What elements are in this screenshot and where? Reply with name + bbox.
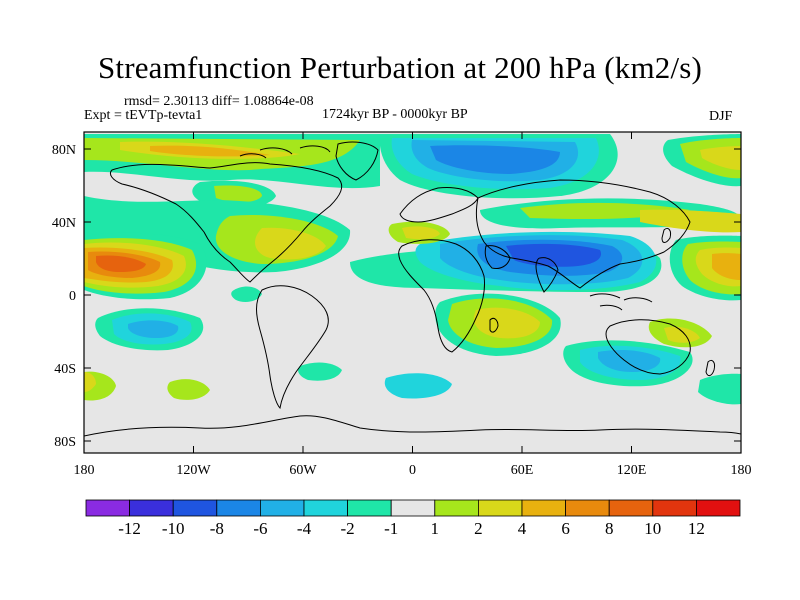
- colorbar-label: 6: [561, 519, 570, 538]
- colorbar-label: 10: [644, 519, 661, 538]
- contour-spacific-light: [128, 320, 179, 338]
- latitude-axis: 80N 40N 0 40S 80S: [52, 143, 741, 450]
- contour-equator-green: [231, 286, 262, 302]
- lon-label-120e: 120E: [617, 463, 647, 478]
- coast-south-america: [256, 285, 329, 410]
- contour-southern-green-1: [298, 362, 342, 381]
- contour-southern-lime-2: [167, 379, 210, 400]
- contour-southern-cyan-1: [384, 373, 452, 399]
- colorbar-label: 2: [474, 519, 483, 538]
- coast-arabia: [484, 245, 511, 269]
- contour-pacific-red: [96, 255, 146, 272]
- coast-antarctica: [84, 415, 741, 437]
- colorbar-swatch: [390, 499, 436, 517]
- experiment-label: Expt = tEVTp-tevta1: [84, 108, 203, 123]
- colorbar-swatch: [347, 499, 392, 517]
- colorbar-label: -6: [253, 519, 267, 538]
- colorbar-label: -12: [118, 519, 141, 538]
- rmsd-stats: rmsd= 2.30113 diff= 1.08864e-08: [124, 94, 314, 109]
- colorbar-label: 1: [431, 519, 440, 538]
- lon-label-0: 0: [409, 463, 416, 478]
- colorbar-swatch: [521, 499, 566, 517]
- contour-australia-light: [598, 350, 661, 372]
- lat-label-40s: 40S: [54, 362, 76, 377]
- coastlines: [84, 141, 741, 437]
- map-title: Streamfunction Perturbation at 200 hPa (…: [97, 50, 703, 85]
- colorbar-swatch: [565, 499, 610, 517]
- lon-label-180w: 180: [74, 463, 95, 478]
- coast-new-zealand: [705, 359, 715, 377]
- colorbar-label: 4: [518, 519, 527, 538]
- colorbar: -12 -10 -8 -6 -4 -2 -1 1 2 4 6 8 10 12: [85, 499, 741, 538]
- colorbar-swatch: [259, 499, 305, 517]
- contour-atlantic-lime: [214, 185, 262, 203]
- colorbar-swatch: [477, 499, 523, 517]
- colorbar-label: 12: [688, 519, 705, 538]
- contour-wpacific-gold: [712, 253, 741, 280]
- colorbar-swatch: [85, 499, 130, 517]
- colorbar-swatch: [434, 499, 479, 517]
- coast-australia: [605, 319, 691, 375]
- lon-label-60w: 60W: [289, 463, 317, 478]
- contour-australia-yellow: [664, 326, 700, 343]
- colorbar-swatch: [652, 499, 697, 517]
- contour-arctic-west-orange: [150, 145, 270, 157]
- colorbar-swatch: [172, 499, 218, 517]
- colorbar-label: -1: [384, 519, 398, 538]
- contour-southern-lime-3: [84, 372, 96, 392]
- contour-arctic-east-yellow: [700, 146, 741, 170]
- colorbar-swatch: [129, 499, 174, 517]
- coast-north-america: [109, 162, 343, 283]
- colorbar-swatch: [608, 499, 654, 517]
- coast-india: [535, 257, 559, 293]
- colorbar-swatch: [696, 499, 741, 517]
- colorbar-label: -8: [210, 519, 224, 538]
- colorbar-label: -4: [297, 519, 312, 538]
- contour-midlat-east-yellow: [640, 209, 741, 233]
- contour-arctic-blue-core: [430, 145, 560, 174]
- colorbar-swatch: [216, 499, 261, 517]
- lat-label-80s: 80S: [54, 435, 76, 450]
- lon-label-60e: 60E: [511, 463, 534, 478]
- colorbar-label: -2: [341, 519, 355, 538]
- coast-asia: [475, 179, 691, 289]
- plot-background: [84, 132, 741, 453]
- coast-madagascar: [489, 317, 499, 333]
- longitude-axis: 180 120W 60W 0 60E 120E 180: [74, 132, 752, 478]
- coast-indonesia: [589, 293, 653, 311]
- lon-label-180e: 180: [731, 463, 752, 478]
- contour-southern-green-2: [698, 373, 741, 405]
- lat-label-40n: 40N: [52, 216, 76, 231]
- colorbar-label: -10: [162, 519, 185, 538]
- contour-med-yellow: [402, 226, 440, 240]
- lon-label-120w: 120W: [176, 463, 211, 478]
- period-label: 1724kyr BP - 0000kyr BP: [322, 107, 468, 122]
- coast-arctic-islands: [239, 145, 331, 159]
- colorbar-swatch: [303, 499, 348, 517]
- lat-label-80n: 80N: [52, 143, 76, 158]
- coast-japan: [661, 227, 671, 243]
- contour-natlantic-yellow: [255, 227, 326, 260]
- colorbar-label: 8: [605, 519, 614, 538]
- lat-label-eq: 0: [69, 289, 76, 304]
- coast-greenland: [335, 141, 379, 181]
- coast-europe: [399, 187, 479, 223]
- coast-africa: [398, 239, 485, 353]
- season-label: DJF: [709, 109, 733, 124]
